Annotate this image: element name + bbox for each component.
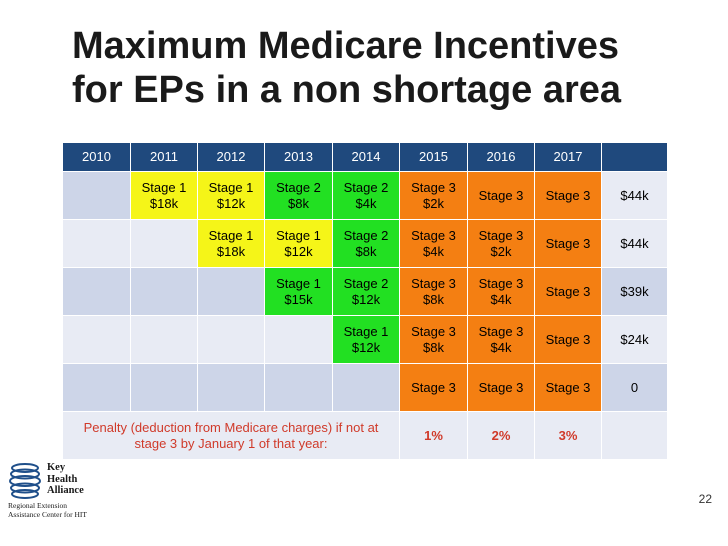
stage-cell: Stage 3 — [534, 315, 602, 364]
stage-cell: Stage 1 $12k — [264, 219, 333, 268]
stage-cell: Stage 3 $4k — [467, 315, 535, 364]
header-cell — [601, 142, 668, 172]
header-cell: 2011 — [130, 142, 198, 172]
header-cell: 2010 — [62, 142, 131, 172]
empty-cell — [62, 363, 131, 412]
header-cell: 2014 — [332, 142, 400, 172]
header-cell: 2016 — [467, 142, 535, 172]
slide-title: Maximum Medicare Incentives for EPs in a… — [72, 24, 712, 112]
stage-cell: Stage 1 $12k — [332, 315, 400, 364]
total-cell: $39k — [601, 267, 668, 316]
empty-cell — [62, 315, 131, 364]
empty-cell — [601, 411, 668, 460]
penalty-value: 1% — [399, 411, 468, 460]
stage-cell: Stage 3 — [467, 171, 535, 220]
stage-cell: Stage 3 $2k — [467, 219, 535, 268]
stage-cell: Stage 3 — [534, 219, 602, 268]
total-cell: $24k — [601, 315, 668, 364]
empty-cell — [130, 315, 198, 364]
empty-cell — [264, 363, 333, 412]
header-row: 2010 2011 2012 2013 2014 2015 2016 2017 — [62, 142, 668, 172]
table-row: Stage 1 $15k Stage 2 $12k Stage 3 $8k Stage… — [62, 267, 668, 316]
key-health-alliance-logo: Key Health Alliance Regional Extension A… — [8, 462, 118, 524]
total-cell: $44k — [601, 171, 668, 220]
empty-cell — [130, 267, 198, 316]
stage-cell: Stage 1 $18k — [130, 171, 198, 220]
empty-cell — [197, 363, 265, 412]
page-number: 22 — [698, 492, 712, 506]
stage-cell: Stage 3 — [399, 363, 468, 412]
title-line-1: Maximum Medicare Incentives — [72, 25, 619, 67]
total-cell: $44k — [601, 219, 668, 268]
logo-subtitle: Regional Extension Assistance Center for… — [8, 501, 87, 519]
stage-cell: Stage 1 $18k — [197, 219, 265, 268]
stage-cell: Stage 2 $8k — [332, 219, 400, 268]
empty-cell — [197, 267, 265, 316]
table-row: Stage 1 $12k Stage 3 $8k Stage 3 $4k Stage … — [62, 315, 668, 364]
stage-cell: Stage 1 $12k — [197, 171, 265, 220]
header-cell: 2013 — [264, 142, 333, 172]
stage-cell: Stage 2 $4k — [332, 171, 400, 220]
empty-cell — [62, 267, 131, 316]
empty-cell — [62, 171, 131, 220]
stage-cell: Stage 3 $8k — [399, 315, 468, 364]
header-cell: 2012 — [197, 142, 265, 172]
empty-cell — [62, 219, 131, 268]
stage-cell: Stage 3 — [534, 171, 602, 220]
total-cell: 0 — [601, 363, 668, 412]
penalty-row: Penalty (deduction from Medicare charges… — [62, 411, 668, 460]
stage-cell: Stage 3 $8k — [399, 267, 468, 316]
stage-cell: Stage 3 — [534, 267, 602, 316]
penalty-value: 3% — [534, 411, 602, 460]
stage-cell: Stage 3 $2k — [399, 171, 468, 220]
logo-wordmark: Key Health Alliance — [47, 462, 84, 496]
incentive-table: 2010 2011 2012 2013 2014 2015 2016 2017 … — [62, 142, 668, 460]
stage-cell: Stage 3 — [467, 363, 535, 412]
empty-cell — [197, 315, 265, 364]
empty-cell — [130, 219, 198, 268]
logo-rings-icon — [9, 463, 41, 499]
empty-cell — [332, 363, 400, 412]
penalty-value: 2% — [467, 411, 535, 460]
header-cell: 2015 — [399, 142, 468, 172]
penalty-label: Penalty (deduction from Medicare charges… — [62, 411, 400, 460]
table-row: Stage 1 $18k Stage 1 $12k Stage 2 $8k Stage… — [62, 171, 668, 220]
title-line-2: for EPs in a non shortage area — [72, 69, 622, 111]
stage-cell: Stage 2 $8k — [264, 171, 333, 220]
empty-cell — [264, 315, 333, 364]
stage-cell: Stage 1 $15k — [264, 267, 333, 316]
table-row: Stage 3 Stage 3 Stage 3 0 — [62, 363, 668, 412]
stage-cell: Stage 3 — [534, 363, 602, 412]
header-cell: 2017 — [534, 142, 602, 172]
stage-cell: Stage 3 $4k — [399, 219, 468, 268]
stage-cell: Stage 3 $4k — [467, 267, 535, 316]
table-row: Stage 1 $18k Stage 1 $12k Stage 2 $8k Stage… — [62, 219, 668, 268]
empty-cell — [130, 363, 198, 412]
stage-cell: Stage 2 $12k — [332, 267, 400, 316]
